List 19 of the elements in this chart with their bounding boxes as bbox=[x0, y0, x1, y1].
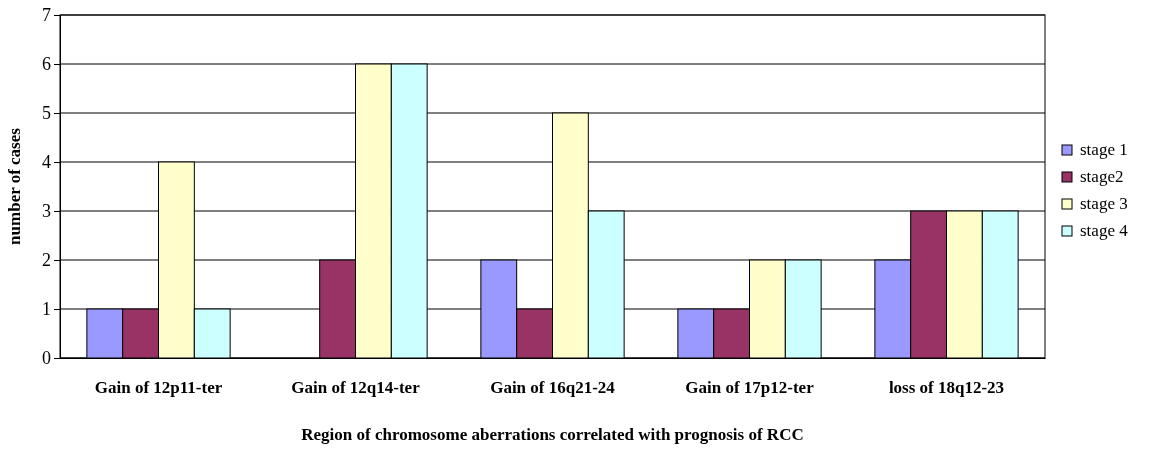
y-tick-label: 5 bbox=[42, 103, 51, 124]
legend-label: stage 1 bbox=[1080, 140, 1128, 159]
x-tick-label: loss of 18q12-23 bbox=[888, 378, 1005, 398]
y-tick-label: 7 bbox=[42, 5, 51, 26]
y-tick-label: 3 bbox=[42, 201, 51, 222]
y-tick-label: 0 bbox=[42, 348, 51, 369]
y-tick-label: 1 bbox=[42, 299, 51, 320]
y-axis-title: number of cases bbox=[5, 127, 24, 245]
x-tick-label: Gain of 12p11-ter bbox=[94, 378, 223, 398]
legend-label: stage 3 bbox=[1080, 194, 1128, 213]
y-tick-label: 6 bbox=[42, 54, 51, 75]
legend-label: stage 4 bbox=[1080, 221, 1129, 240]
y-tick-label: 2 bbox=[42, 250, 51, 271]
x-axis-title: Region of chromosome aberrations correlated with prognosis of RCC bbox=[301, 425, 804, 444]
legend-label: stage2 bbox=[1080, 167, 1124, 186]
x-tick-label: Gain of 12q14-ter bbox=[291, 378, 421, 398]
x-tick-label: Gain of 17p12-ter bbox=[685, 378, 815, 398]
y-tick-label: 4 bbox=[42, 152, 51, 173]
x-tick-label: Gain of 16q21-24 bbox=[490, 378, 616, 398]
